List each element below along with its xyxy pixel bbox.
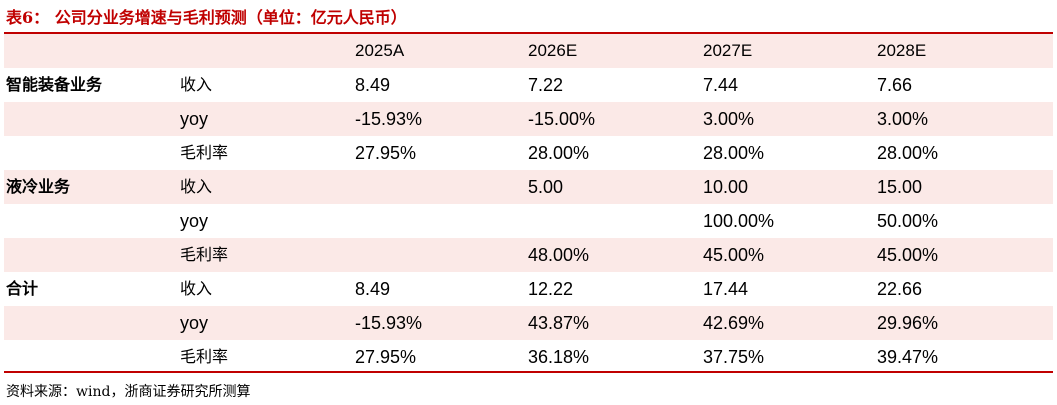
table-cell: -15.00%: [528, 109, 596, 129]
table-cell: 22.66: [877, 279, 923, 299]
table-row: 合计 收入 8.49 12.22 17.44 22.66: [4, 272, 1053, 306]
table-cell: 39.47%: [877, 347, 939, 367]
table-cell: 3.00%: [703, 109, 755, 129]
table-cell: -15.93%: [355, 109, 423, 129]
table-row: 液冷业务 收入 5.00 10.00 15.00: [4, 170, 1053, 204]
table-cell: 28.00%: [877, 143, 939, 163]
table-cell: 27.95%: [355, 347, 417, 367]
metric-label: 毛利率: [180, 347, 229, 366]
metric-label: 毛利率: [180, 245, 229, 264]
source-note: 资料来源：wind，浙商证券研究所测算: [6, 384, 251, 400]
bottom-rule: [4, 371, 1053, 373]
table-cell: 43.87%: [528, 313, 590, 333]
table-cell: 45.00%: [877, 245, 939, 265]
table-cell: 28.00%: [703, 143, 765, 163]
table-cell: 7.66: [877, 75, 913, 95]
table-cell: 10.00: [703, 177, 749, 197]
metric-label: 收入: [180, 177, 213, 196]
table-row: 智能装备业务 收入 8.49 7.22 7.44 7.66: [4, 68, 1053, 102]
segment-label: 液冷业务: [6, 177, 71, 196]
table-cell: 48.00%: [528, 245, 590, 265]
metric-label: 收入: [180, 75, 213, 94]
column-header: 2027E: [703, 41, 753, 60]
table-cell: 37.75%: [703, 347, 765, 367]
table-cell: 28.00%: [528, 143, 590, 163]
metric-label: yoy: [180, 211, 209, 231]
table-cell: 7.22: [528, 75, 564, 95]
column-header: 2028E: [877, 41, 927, 60]
table-cell: 50.00%: [877, 211, 939, 231]
metric-label: 收入: [180, 279, 213, 298]
table-cell: 27.95%: [355, 143, 417, 163]
segment-label: 合计: [6, 279, 39, 298]
table-cell: 15.00: [877, 177, 923, 197]
table-title: 表6： 公司分业务增速与毛利预测（单位：亿元人民币）: [6, 8, 407, 27]
metric-label: 毛利率: [180, 143, 229, 162]
table-cell: 29.96%: [877, 313, 939, 333]
table-row: yoy -15.93% 43.87% 42.69% 29.96%: [4, 306, 1053, 340]
table-cell: 42.69%: [703, 313, 765, 333]
table-cell: 100.00%: [703, 211, 775, 231]
metric-label: yoy: [180, 109, 209, 129]
table-cell: 8.49: [355, 279, 391, 299]
table-row: 毛利率 27.95% 28.00% 28.00% 28.00%: [4, 136, 1053, 170]
table-cell: 12.22: [528, 279, 574, 299]
table-cell: 3.00%: [877, 109, 929, 129]
header-row: 2025A 2026E 2027E 2028E: [4, 34, 1053, 68]
table-cell: 36.18%: [528, 347, 590, 367]
table-cell: -15.93%: [355, 313, 423, 333]
column-header: 2026E: [528, 41, 578, 60]
table-row: yoy 100.00% 50.00%: [4, 204, 1053, 238]
metric-label: yoy: [180, 313, 209, 333]
table-cell: 17.44: [703, 279, 749, 299]
column-header: 2025A: [355, 41, 405, 60]
table-cell: 7.44: [703, 75, 739, 95]
table-row: 毛利率 27.95% 36.18% 37.75% 39.47%: [4, 340, 1053, 374]
table-row: yoy -15.93% -15.00% 3.00% 3.00%: [4, 102, 1053, 136]
table-row: 毛利率 48.00% 45.00% 45.00%: [4, 238, 1053, 272]
table-cell: 45.00%: [703, 245, 765, 265]
table-cell: 5.00: [528, 177, 564, 197]
segment-label: 智能装备业务: [6, 75, 103, 94]
top-rule: [4, 32, 1053, 34]
table-cell: 8.49: [355, 75, 391, 95]
